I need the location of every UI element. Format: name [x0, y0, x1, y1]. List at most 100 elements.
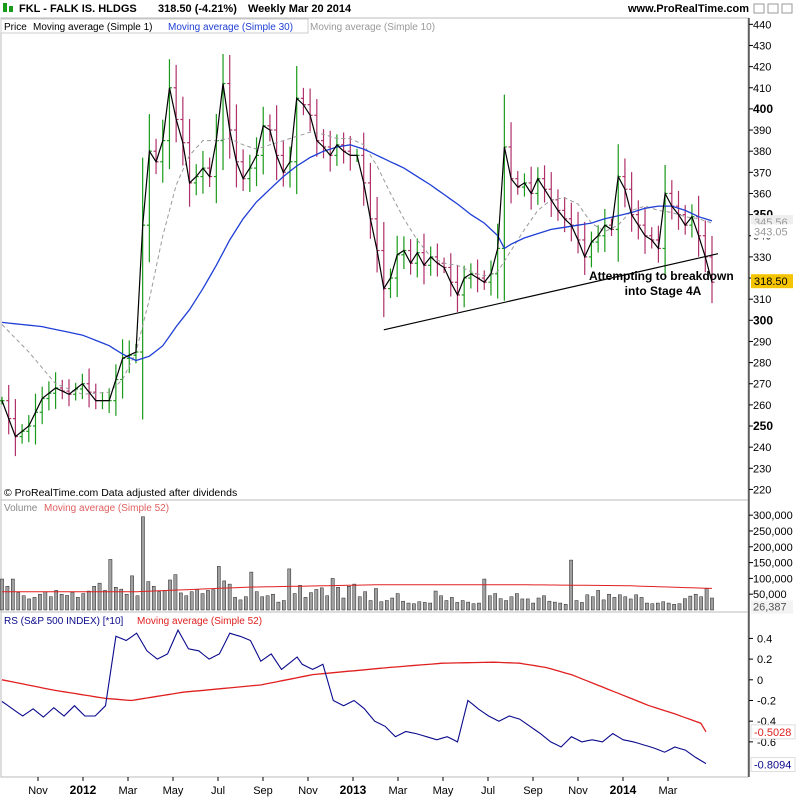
volume-bar — [531, 602, 535, 611]
rs-panel-frame — [0, 611, 749, 778]
volume-bar — [86, 590, 91, 611]
rs-axis: 0.40.20-0.2-0.4-0.6 — [749, 633, 776, 749]
volume-bar — [27, 598, 31, 611]
volume-bar — [379, 601, 384, 611]
price-tick-label: 230 — [753, 463, 771, 475]
volume-bar — [200, 593, 205, 611]
price-tick-label: 360 — [753, 188, 771, 200]
volume-bar — [108, 559, 113, 611]
legend-rs: RS (S&P 500 INDEX) [*10] — [4, 616, 124, 627]
volume-bar — [59, 593, 64, 611]
volume-bar — [574, 600, 579, 611]
volume-bar — [124, 593, 129, 611]
rs-tick-label: 0.4 — [757, 633, 772, 645]
price-tick-label: 220 — [753, 484, 771, 496]
volume-bar — [428, 602, 432, 611]
logo-icon-part — [9, 6, 13, 12]
volume-bar — [179, 592, 183, 611]
volume-bar — [471, 603, 476, 611]
volume-bar — [287, 568, 292, 611]
volume-bar — [330, 578, 335, 611]
volume-bar — [618, 594, 622, 611]
volume-legend: Volume Moving average (Simple 52) — [4, 503, 169, 514]
volume-bar — [477, 602, 481, 611]
volume-bar — [639, 597, 644, 611]
volume-bar — [634, 594, 638, 611]
volume-bar — [151, 586, 156, 611]
volume-tick-label: 100,000 — [753, 573, 793, 585]
stage-annotation: Attempting to breakdown into Stage 4A — [589, 269, 737, 298]
volume-bar — [525, 598, 530, 611]
volume-bar — [710, 597, 714, 611]
rs-last-label: -0.8094 — [750, 757, 796, 773]
minimize-button[interactable] — [753, 3, 765, 14]
volume-bar — [487, 595, 492, 611]
svg-text:26,387: 26,387 — [753, 602, 787, 614]
volume-bar — [97, 582, 102, 611]
volume-bar — [173, 574, 178, 611]
volume-bar — [704, 588, 709, 611]
volume-bar — [336, 587, 340, 611]
time-tick-label: Jul — [481, 785, 495, 797]
svg-text:-0.8094: -0.8094 — [754, 760, 791, 772]
volume-bar — [596, 590, 600, 611]
time-tick-label: Nov — [298, 785, 318, 797]
volume-bar — [16, 592, 21, 611]
time-tick-label: Nov — [28, 785, 48, 797]
volume-bar — [672, 604, 676, 611]
volume-bar — [65, 595, 69, 611]
volume-bar — [48, 596, 53, 611]
sma30-value-label: 343.05 — [751, 224, 793, 239]
volume-bar — [607, 593, 611, 611]
volume-tick-label: 50,000 — [753, 589, 787, 601]
price-axis: 2202302402502602702802903003103203303403… — [748, 18, 773, 777]
volume-bar — [0, 578, 4, 611]
volume-bar — [601, 599, 606, 611]
volume-bar — [439, 595, 443, 611]
volume-bar — [412, 603, 416, 611]
volume-bar — [168, 579, 172, 611]
sma10-line — [1, 131, 713, 395]
volume-bar — [482, 578, 487, 611]
volume-bar — [119, 588, 124, 611]
volume-bars: 26,387 — [0, 516, 793, 614]
volume-bar — [189, 591, 194, 611]
volume-axis: 50,000 100,000 150,000 200,000 250,000 300,00… — [749, 510, 793, 601]
volume-bar — [623, 596, 628, 611]
volume-bar — [509, 596, 514, 611]
volume-bar — [238, 599, 243, 611]
sma30-line — [1, 144, 713, 362]
volume-bar — [319, 587, 324, 611]
maximize-button[interactable] — [767, 3, 779, 14]
volume-bar — [460, 600, 465, 611]
volume-bar — [309, 592, 313, 611]
price-tick-label: 370 — [753, 167, 771, 179]
site-url[interactable]: www.ProRealTime.com — [627, 3, 749, 15]
volume-bar — [656, 602, 660, 611]
volume-bar — [184, 595, 189, 611]
volume-bar — [211, 589, 216, 611]
volume-bar — [677, 603, 682, 611]
legend-sma30: Moving average (Simple 30) — [168, 22, 293, 33]
volume-bar — [347, 586, 351, 611]
volume-bar — [536, 597, 541, 611]
time-tick-label: Nov — [568, 785, 588, 797]
volume-bar — [276, 601, 281, 611]
volume-bar — [227, 583, 232, 611]
annotation-line-2: into Stage 4A — [625, 284, 702, 298]
volume-bar — [444, 600, 449, 611]
price-tick-label: 240 — [753, 442, 771, 454]
volume-bar — [222, 580, 227, 611]
volume-bar — [70, 592, 75, 611]
volume-bar — [282, 600, 286, 611]
volume-bar — [433, 590, 438, 611]
price-tick-label: 300 — [753, 313, 773, 327]
volume-bar — [265, 595, 270, 611]
volume-bar — [114, 587, 118, 611]
legend-sma1: Moving average (Simple 1) — [33, 22, 153, 33]
logo-icon — [3, 3, 7, 12]
volume-bar — [38, 593, 42, 611]
close-button[interactable] — [781, 3, 793, 14]
volume-bar — [504, 600, 508, 611]
legend-sma10: Moving average (Simple 10) — [310, 22, 435, 33]
